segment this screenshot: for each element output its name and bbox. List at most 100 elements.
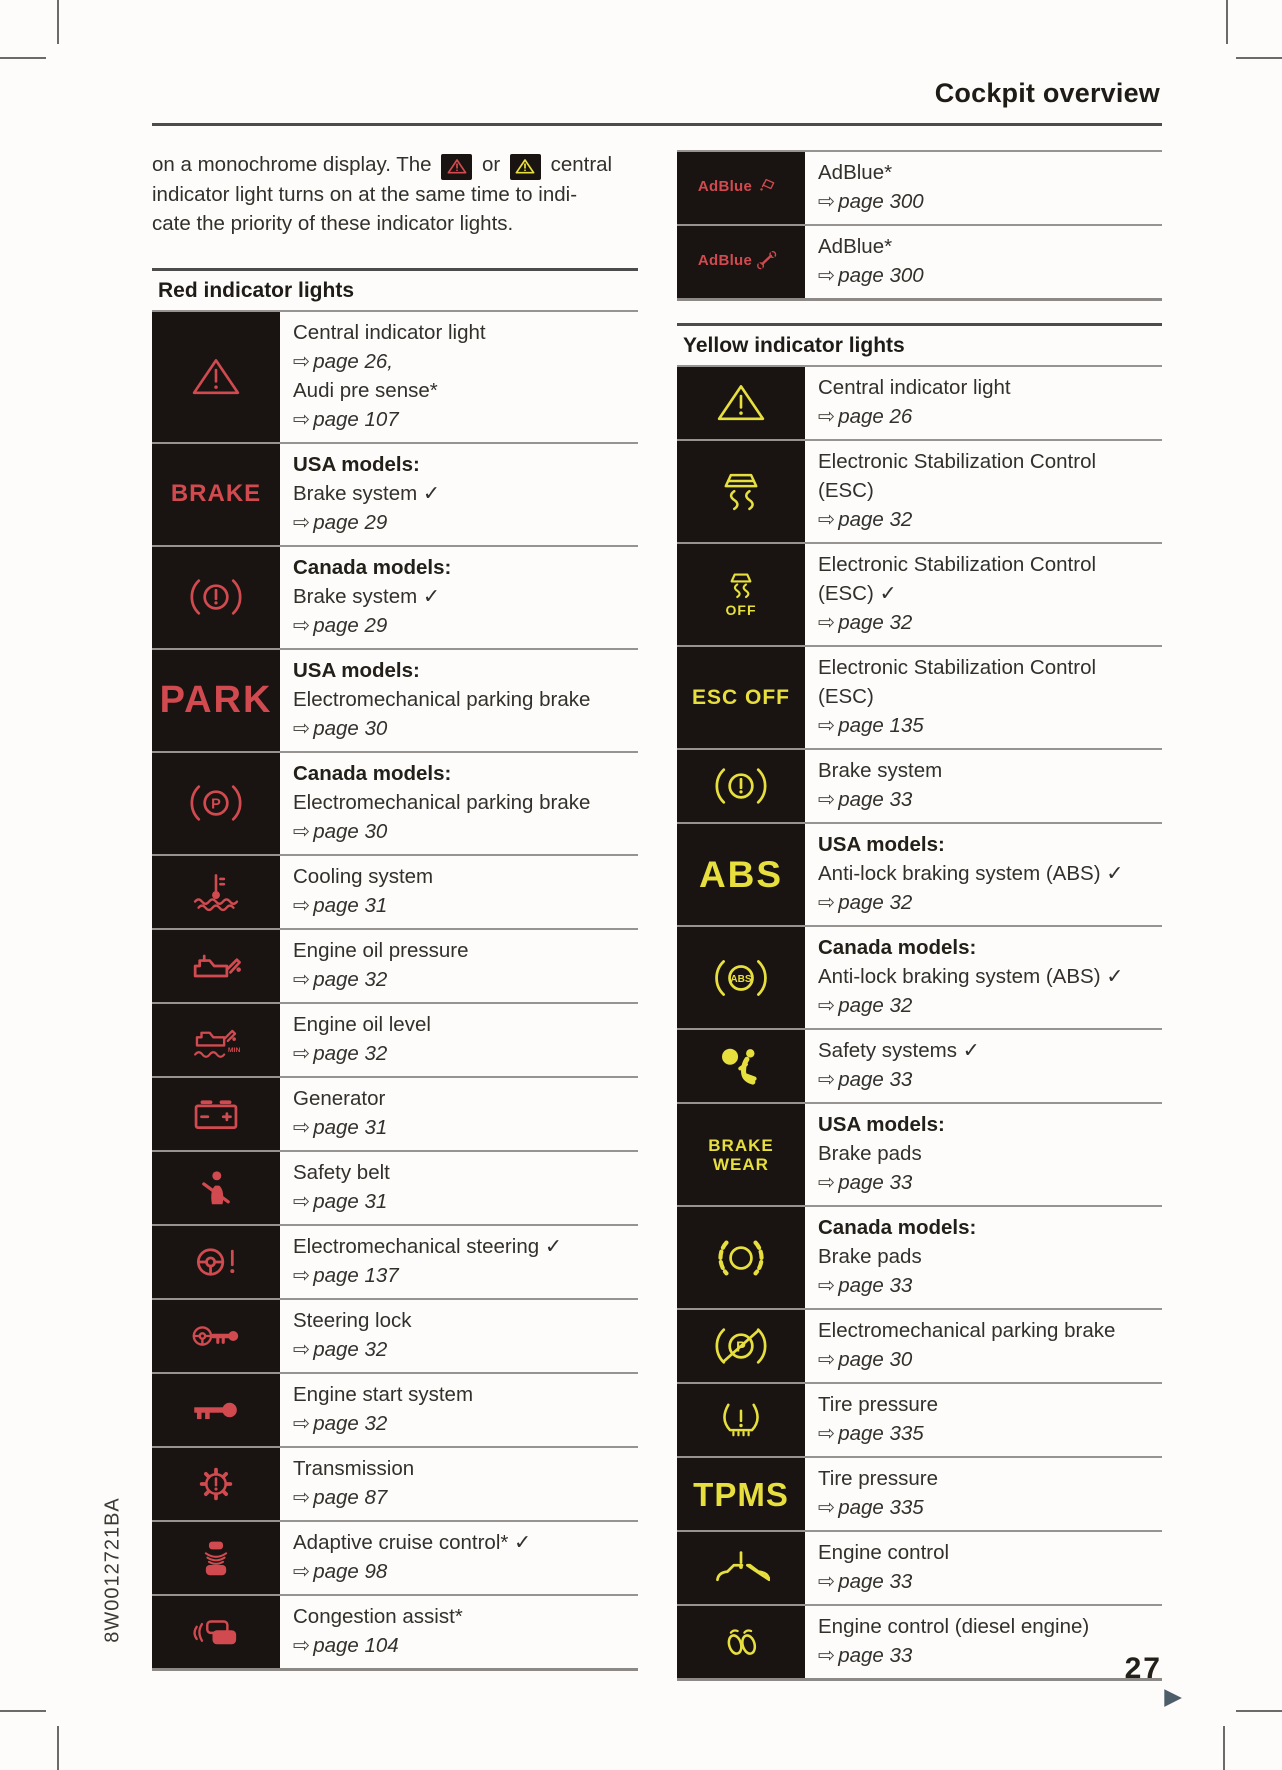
ref-arrow-icon: ⇨	[293, 613, 311, 637]
indicator-row: Canada models: Brake system ✓ ⇨ page 29	[152, 544, 638, 648]
central-warning-icon	[677, 367, 805, 439]
page-reference: ⇨ page 33	[818, 1570, 913, 1593]
brake-wear-text-icon: BRAKE WEAR	[677, 1104, 805, 1205]
ref-arrow-icon: ⇨	[293, 819, 311, 843]
page-reference: ⇨ page 32	[818, 891, 913, 914]
model-region-label: USA models:	[818, 833, 945, 856]
indicator-name: Cooling system	[293, 864, 434, 888]
indicator-name: Adaptive cruise control* ✓	[293, 1530, 532, 1554]
crop-mark-top-left-h	[0, 57, 46, 59]
indicator-description: Engine oil pressure ⇨ page 32	[280, 930, 638, 1002]
indicator-row: Engine control (diesel engine) ⇨ page 33	[677, 1604, 1162, 1678]
central-warning-icon	[509, 153, 541, 180]
page-reference: ⇨ page 33	[818, 1644, 913, 1667]
page-title: Cockpit overview	[934, 78, 1160, 108]
airbag-icon	[677, 1030, 805, 1102]
indicator-name: Safety belt	[293, 1160, 390, 1184]
indicator-description: Central indicator light ⇨ page 26	[805, 367, 1162, 439]
indicator-row: Canada models: Brake pads ⇨ page 33	[677, 1205, 1162, 1308]
park-text-icon: PARK	[152, 649, 280, 751]
indicator-row: Generator ⇨ page 31	[152, 1075, 638, 1150]
steering-warning-icon	[152, 1225, 280, 1298]
ref-arrow-icon: ⇨	[818, 1348, 836, 1371]
page-reference: ⇨ page 104	[293, 1633, 399, 1657]
indicator-name: Brake system ✓	[293, 481, 441, 505]
indicator-name: Engine start system	[293, 1382, 474, 1406]
page-reference: ⇨ page 32	[818, 611, 913, 634]
indicator-name: Safety systems ✓	[818, 1039, 980, 1062]
abs-circle-icon: ABS	[677, 927, 805, 1028]
manual-page: Cockpit overview on a monochrome display…	[152, 60, 1182, 1708]
indicator-name: Central indicator light	[293, 320, 486, 344]
indicator-row: Steering lock ⇨ page 32	[152, 1297, 638, 1372]
indicator-row: Engine control ⇨ page 33	[677, 1530, 1162, 1604]
page-header: Cockpit overview	[152, 60, 1162, 126]
page-reference: ⇨ page 137	[293, 1263, 399, 1287]
ref-arrow-icon: ⇨	[293, 407, 311, 431]
abs-text-icon: ABS	[677, 824, 805, 925]
brake-text-icon: BRAKE	[152, 443, 280, 545]
indicator-row: Transmission ⇨ page 87	[152, 1445, 638, 1520]
parking-fault-icon: P	[677, 1310, 805, 1382]
crop-mark-bottom-right-h	[1236, 1710, 1282, 1712]
section-title-red: Red indicator lights	[152, 267, 638, 310]
yellow-indicator-table: Central indicator light ⇨ page 26 Electroni…	[677, 365, 1162, 1681]
adaptive-cruise-icon	[152, 1521, 280, 1594]
page-reference: ⇨ page 335	[818, 1422, 924, 1445]
indicator-row: Safety systems ✓ ⇨ page 33	[677, 1028, 1162, 1102]
page-reference: ⇨ page 32	[293, 1411, 388, 1435]
page-reference: ⇨ page 29	[293, 613, 388, 637]
indicator-description: Engine start system ⇨ page 32	[280, 1374, 638, 1446]
indicator-row: ABS USA models: Anti-lock braking system (…	[677, 822, 1162, 925]
indicator-name: Brake system	[818, 759, 943, 782]
tpms-text-icon: TPMS	[677, 1458, 805, 1530]
indicator-row: Electromechanical steering ✓ ⇨ page 137	[152, 1223, 638, 1298]
indicator-description: Transmission ⇨ page 87	[280, 1448, 638, 1520]
indicator-row: ESC OFF Electronic Stabilization Control (…	[677, 645, 1162, 748]
indicator-name: Brake pads	[818, 1245, 922, 1268]
page-reference: ⇨ page 33	[818, 1171, 913, 1194]
indicator-name: (ESC)	[818, 479, 874, 502]
indicator-description: Safety systems ✓ ⇨ page 33	[805, 1030, 1162, 1102]
ref-arrow-icon: ⇨	[818, 1644, 836, 1667]
indicator-name: Electronic Stabilization Control	[818, 450, 1097, 473]
indicator-description: Electromechanical parking brake ⇨ page 30	[805, 1310, 1162, 1382]
indicator-row: Central indicator light ⇨ page 26, Audi pre…	[152, 311, 638, 442]
red-indicator-table: Central indicator light ⇨ page 26, Audi pre…	[152, 309, 638, 1671]
brake-pads-icon	[677, 1207, 805, 1308]
indicator-row: MIN Engine oil level ⇨ page 32	[152, 1001, 638, 1076]
glow-plug-icon	[677, 1606, 805, 1678]
page-reference: ⇨ page 33	[818, 1068, 913, 1091]
page-reference: ⇨ page 33	[818, 1274, 913, 1297]
indicator-description: AdBlue* ⇨ page 300	[805, 226, 1162, 298]
indicator-description: Electromechanical steering ✓ ⇨ page 137	[280, 1226, 638, 1298]
indicator-name: Engine oil level	[293, 1012, 431, 1036]
crop-mark-bottom-left-h	[0, 1710, 46, 1712]
indicator-name: Tire pressure	[818, 1467, 938, 1490]
indicator-row: BRAKE USA models: Brake system ✓ ⇨ page 29	[152, 441, 638, 545]
page-reference: ⇨ page 31	[293, 893, 388, 917]
svg-text:ABS: ABS	[730, 974, 752, 985]
ref-arrow-icon: ⇨	[818, 1496, 836, 1519]
page-reference: ⇨ page 26,	[293, 349, 393, 373]
indicator-row: AdBlue AdBlue* ⇨ page 300	[677, 224, 1162, 298]
page-reference: ⇨ page 32	[293, 1041, 388, 1065]
indicator-name: Electromechanical steering ✓	[293, 1234, 562, 1258]
battery-icon	[152, 1077, 280, 1150]
ref-arrow-icon: ⇨	[293, 1559, 311, 1583]
ref-arrow-icon: ⇨	[293, 1633, 311, 1657]
indicator-row: ABS Canada models: Anti-lock braking syste…	[677, 925, 1162, 1028]
page-reference: ⇨ page 300	[818, 190, 924, 213]
page-reference: ⇨ page 31	[293, 1115, 388, 1139]
page-reference: ⇨ page 32	[818, 508, 913, 531]
page-reference: ⇨ page 98	[293, 1559, 388, 1583]
indicator-description: Steering lock ⇨ page 32	[280, 1300, 638, 1372]
ref-arrow-icon: ⇨	[818, 1068, 836, 1091]
indicator-row: Safety belt ⇨ page 31	[152, 1149, 638, 1224]
page-reference: ⇨ page 32	[293, 1337, 388, 1361]
page-reference: ⇨ page 31	[293, 1189, 388, 1213]
model-region-label: Canada models:	[293, 761, 452, 785]
brake-circle-icon	[677, 750, 805, 822]
page-reference: ⇨ page 87	[293, 1485, 388, 1509]
indicator-name: Anti-lock braking system (ABS) ✓	[818, 965, 1124, 988]
